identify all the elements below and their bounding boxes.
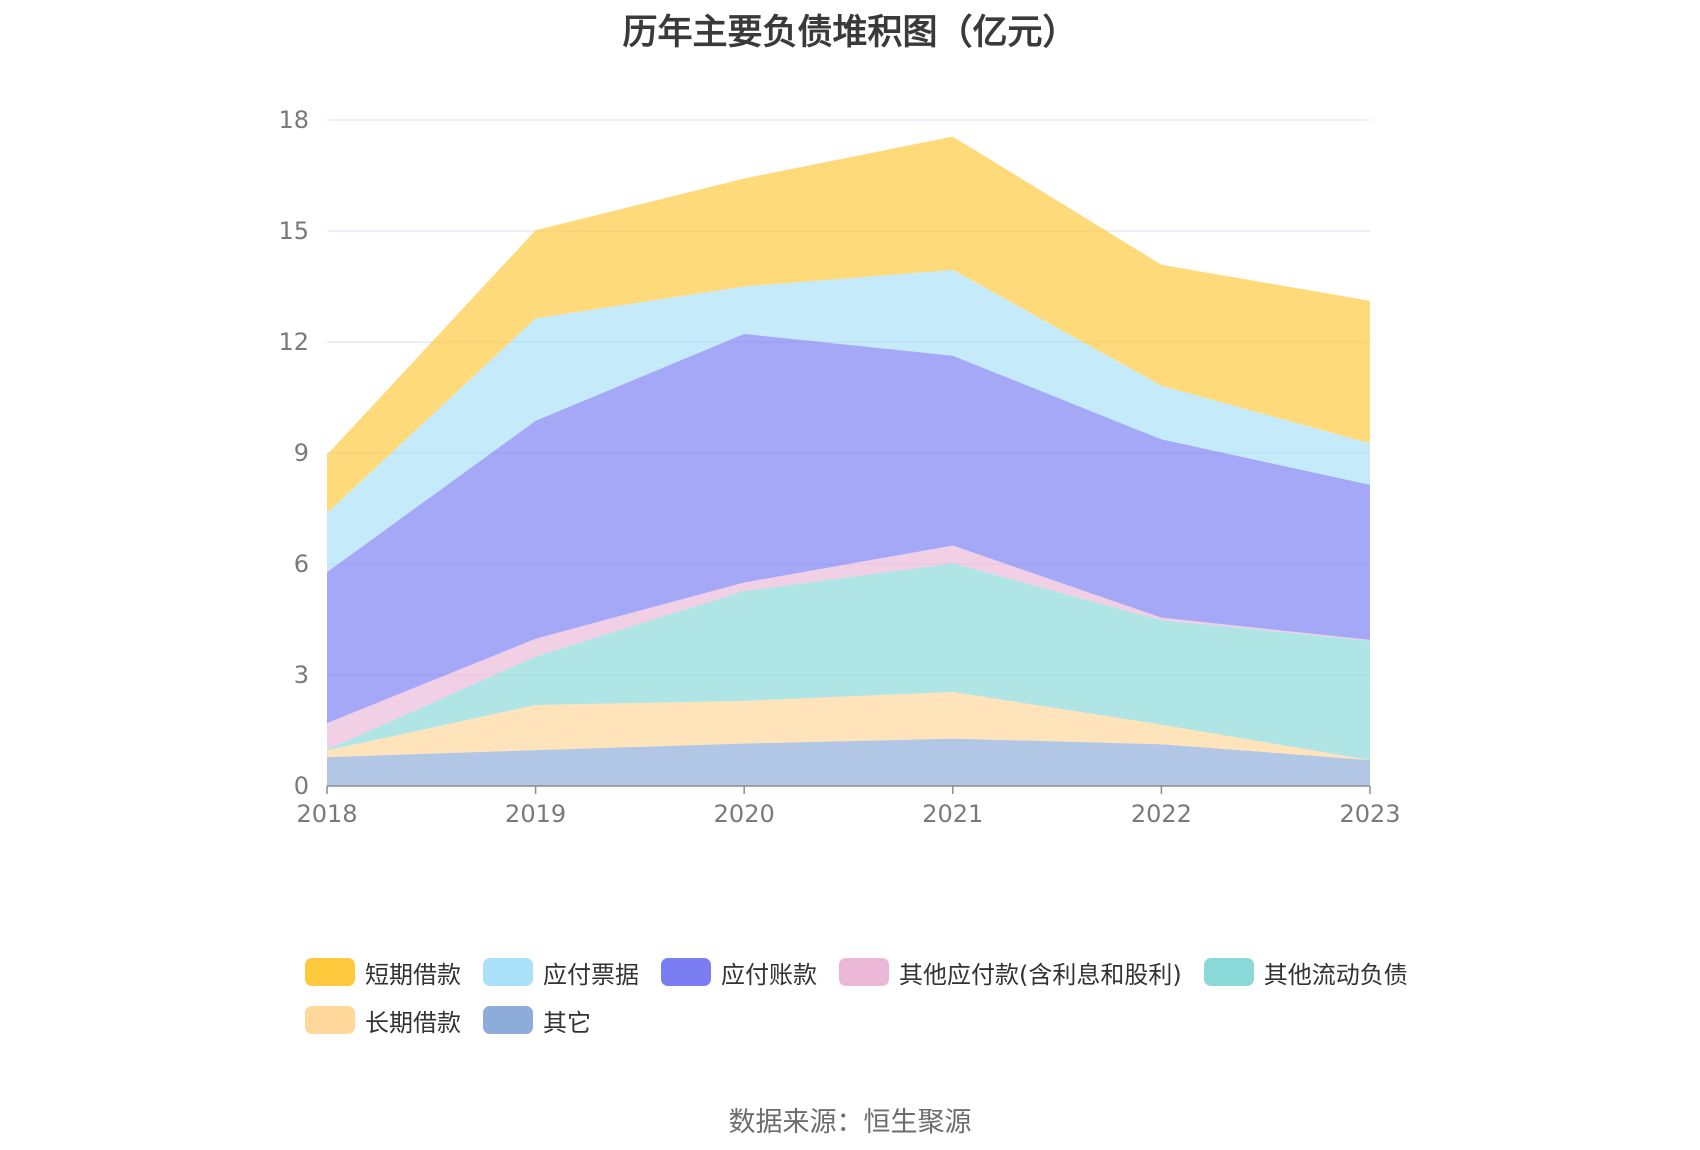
legend-item[interactable]: 其他流动负债 xyxy=(1203,955,1408,989)
y-tick-label: 15 xyxy=(278,217,309,245)
area-series-layer xyxy=(327,136,1370,786)
stacked-area-chart: 0 3 6 9 12 15 18 2018 2019 2020 2021 2022 2023 xyxy=(278,106,1400,828)
legend-swatch xyxy=(1203,958,1254,986)
area-series-3 xyxy=(327,545,1370,750)
chart-title: 历年主要负债堆积图（亿元） xyxy=(622,13,1078,53)
area-series-1 xyxy=(327,692,1370,761)
legend-item[interactable]: 其他应付款(含利息和股利) xyxy=(839,955,1182,989)
x-tick-label: 2019 xyxy=(505,800,566,828)
legend-swatch xyxy=(305,958,355,986)
legend-label: 其它 xyxy=(543,1008,591,1037)
y-axis-tick-labels: 0 3 6 9 12 15 18 xyxy=(278,106,309,800)
legend: 短期借款 应付票据 应付账款 其他应付款(含利息和股利) 其他流动负债长期借款 其它 xyxy=(305,955,1455,1037)
legend-label: 短期借款 xyxy=(365,960,461,989)
legend-item[interactable]: 应付账款 xyxy=(661,955,817,989)
area-series-5 xyxy=(327,269,1370,573)
area-series-2 xyxy=(327,563,1370,761)
y-tick-label: 6 xyxy=(294,550,309,578)
legend-item[interactable]: 长期借款 xyxy=(305,1003,461,1037)
area-series-0 xyxy=(327,738,1370,786)
x-tick-label: 2022 xyxy=(1131,800,1192,828)
legend-swatch xyxy=(839,958,889,986)
source-note: 数据来源：恒生聚源 xyxy=(728,1107,972,1138)
legend-swatch xyxy=(483,958,533,986)
x-axis-tick-labels: 2018 2019 2020 2021 2022 2023 xyxy=(296,800,1400,828)
y-tick-label: 0 xyxy=(294,772,309,800)
y-tick-label: 9 xyxy=(294,439,309,467)
legend-items: 短期借款 应付票据 应付账款 其他应付款(含利息和股利) 其他流动负债长期借款 其它 xyxy=(305,955,1455,1037)
legend-label: 长期借款 xyxy=(365,1008,461,1037)
area-series-6 xyxy=(327,136,1370,513)
y-tick-label: 18 xyxy=(278,106,309,134)
legend-item[interactable]: 应付票据 xyxy=(483,955,639,989)
legend-label: 其他流动负债 xyxy=(1263,960,1408,989)
legend-swatch xyxy=(661,958,711,986)
legend-label: 应付票据 xyxy=(543,960,639,989)
x-tick-label: 2018 xyxy=(296,800,357,828)
legend-swatch xyxy=(483,1006,533,1034)
axes xyxy=(326,785,1371,794)
x-tick-label: 2021 xyxy=(922,800,983,828)
legend-item[interactable]: 其它 xyxy=(483,1003,591,1037)
legend-item[interactable]: 短期借款 xyxy=(305,955,461,989)
y-tick-label: 12 xyxy=(278,328,309,356)
y-tick-label: 3 xyxy=(294,661,309,689)
legend-label: 应付账款 xyxy=(721,960,817,989)
legend-swatch xyxy=(305,1006,355,1034)
x-tick-label: 2020 xyxy=(714,800,775,828)
area-series-4 xyxy=(327,333,1370,724)
legend-label: 其他应付款(含利息和股利) xyxy=(899,960,1182,989)
x-tick-label: 2023 xyxy=(1339,800,1400,828)
